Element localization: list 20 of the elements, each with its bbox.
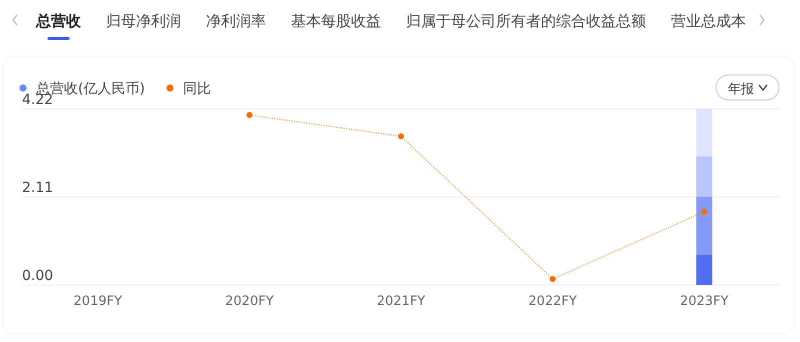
- y-tick-label: 0.00: [22, 268, 54, 284]
- period-dropdown[interactable]: 年报: [716, 74, 780, 100]
- text: 总营收: [35, 12, 82, 30]
- text: 营业总成本: [671, 12, 746, 30]
- x-tick-label: 2022FY: [528, 294, 577, 309]
- x-tick-label: 2021FY: [376, 294, 426, 309]
- x-tick-label: 2023FY: [680, 294, 729, 309]
- point: [246, 112, 252, 118]
- text: 净利润率: [206, 12, 266, 30]
- point: [398, 133, 404, 140]
- legend-label: 同比: [182, 81, 211, 97]
- point: [701, 208, 708, 215]
- text: 基本每股收益: [291, 12, 381, 30]
- x-tick-label: 2020FY: [225, 294, 274, 309]
- text: 归母净利润: [106, 12, 181, 30]
- y-tick-label: 2.11: [22, 180, 54, 196]
- y-tick-label: 4.22: [22, 92, 54, 108]
- point: [550, 276, 556, 282]
- text: 归属于母公司所有者的综合收益总额: [406, 12, 646, 30]
- x-tick-label: 2019FY: [74, 294, 122, 309]
